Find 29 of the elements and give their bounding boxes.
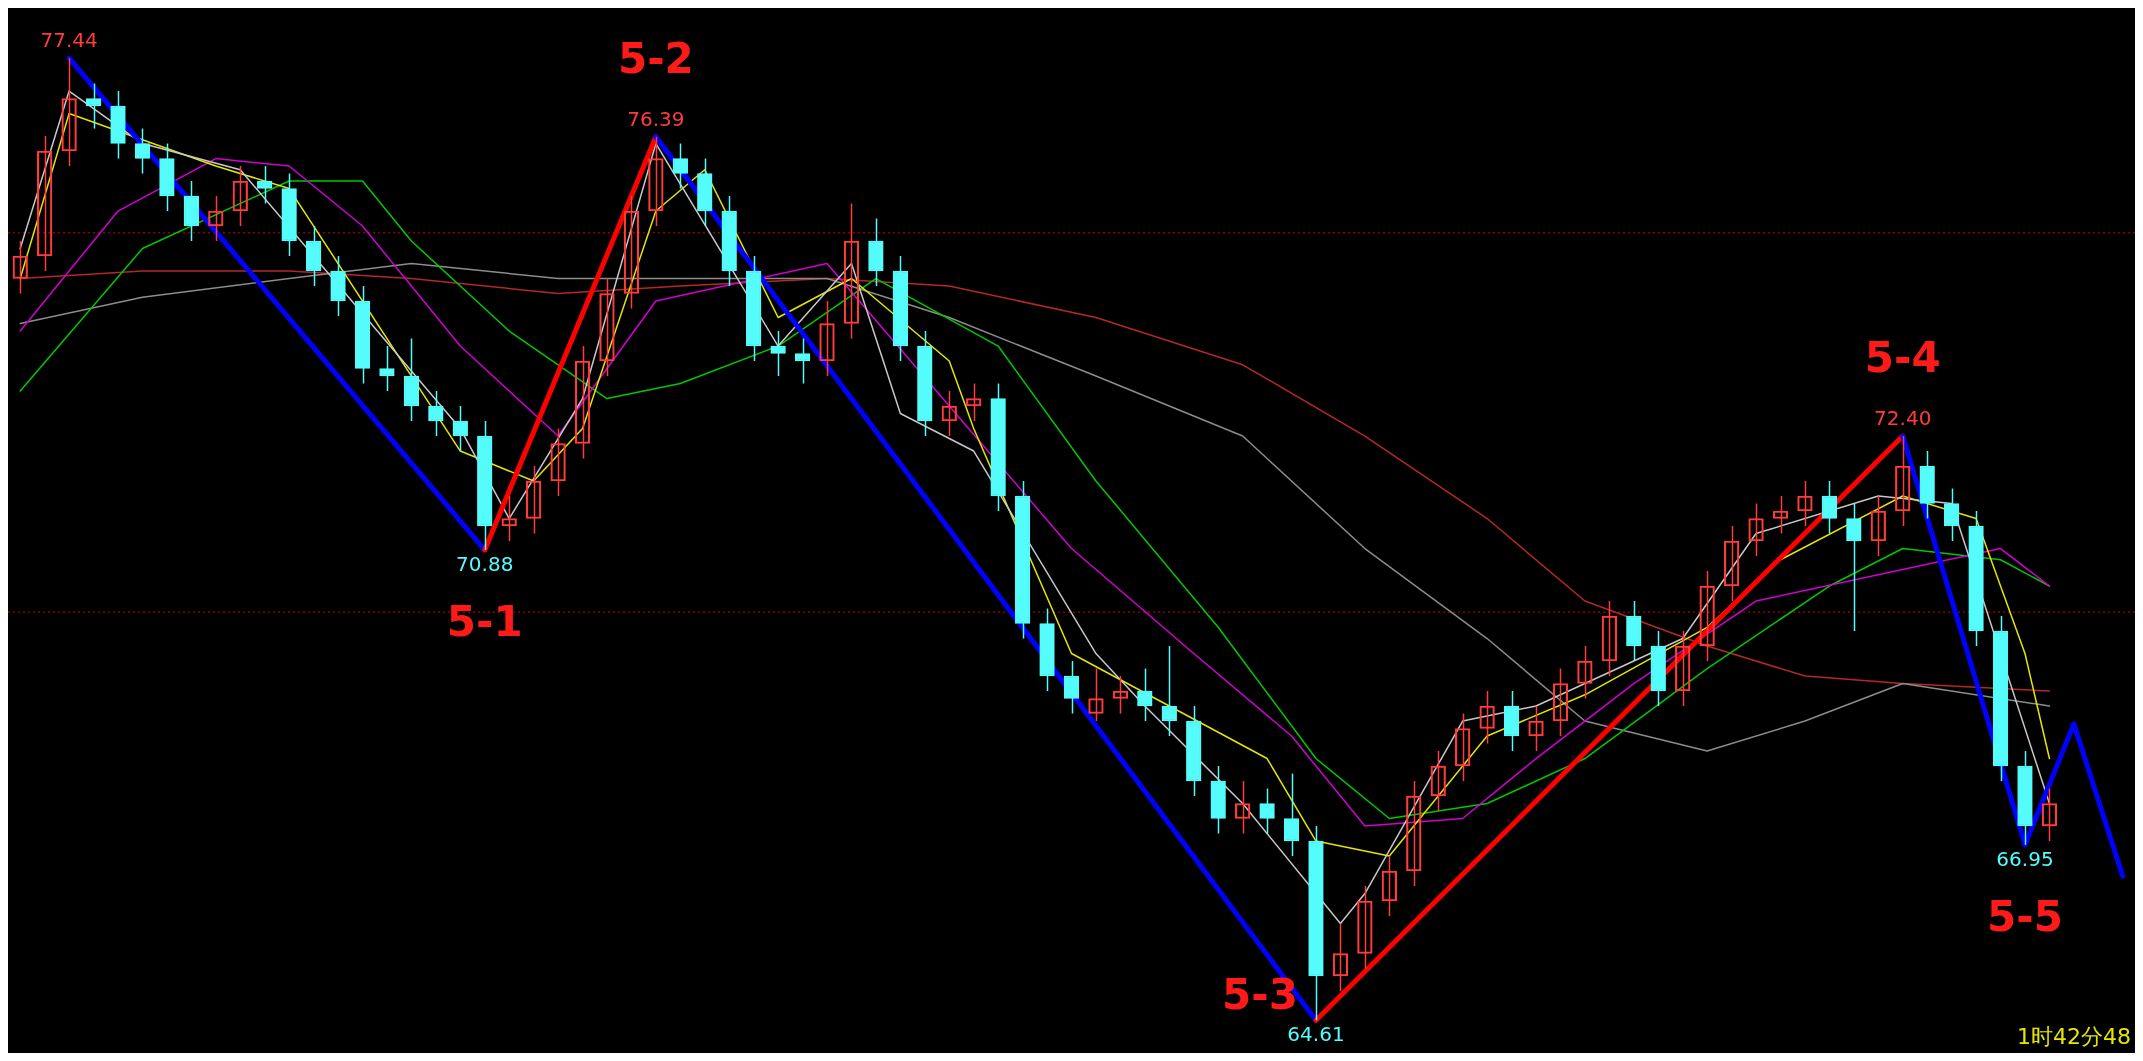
candlestick — [85, 82, 102, 130]
candlestick — [1063, 660, 1080, 715]
candlestick — [1161, 645, 1177, 737]
text: 70.88 — [456, 552, 514, 577]
data-label: 5-1 — [446, 596, 523, 646]
data-label: 5-5 — [1987, 891, 2063, 941]
text: 64.61 — [1287, 1022, 1345, 1047]
candlestick — [672, 142, 688, 190]
candlestick — [428, 390, 444, 437]
text: 76.39 — [627, 106, 685, 131]
candlestick — [1943, 487, 1960, 542]
candlestick — [1259, 787, 1275, 835]
text: 77.44 — [40, 28, 98, 53]
candlestick — [770, 330, 786, 377]
data-label: 5-4 — [1864, 332, 1941, 382]
candlestick — [134, 127, 151, 175]
data-label: 5-2 — [617, 33, 694, 83]
candlestick — [452, 405, 468, 452]
candlestick — [1821, 480, 1838, 535]
text: 1时42分48 — [2017, 1023, 2131, 1049]
text: 66.95 — [1996, 846, 2054, 871]
candlestick — [379, 345, 395, 392]
candlestick — [257, 165, 273, 205]
candlestick — [794, 337, 811, 385]
candlestick — [1137, 667, 1153, 722]
candlestick — [1283, 772, 1300, 857]
text: 72.40 — [1874, 406, 1932, 431]
data-label: 5-3 — [1222, 970, 1298, 1020]
candlestick — [1846, 502, 1862, 632]
